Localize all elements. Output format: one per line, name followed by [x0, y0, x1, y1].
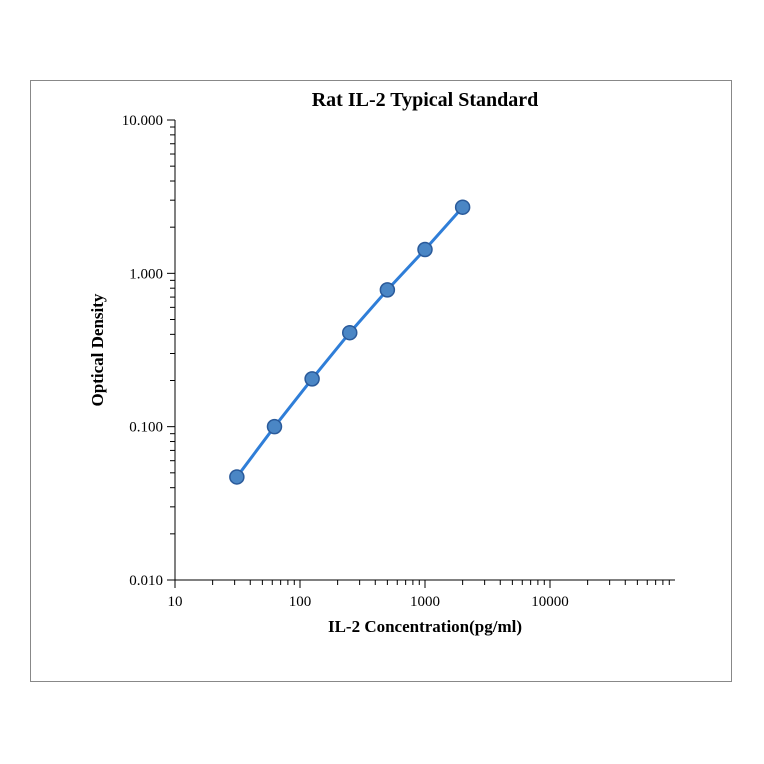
chart-container: 101001000100000.0100.1001.00010.000Rat I… — [0, 0, 764, 764]
outer-frame — [30, 80, 732, 682]
